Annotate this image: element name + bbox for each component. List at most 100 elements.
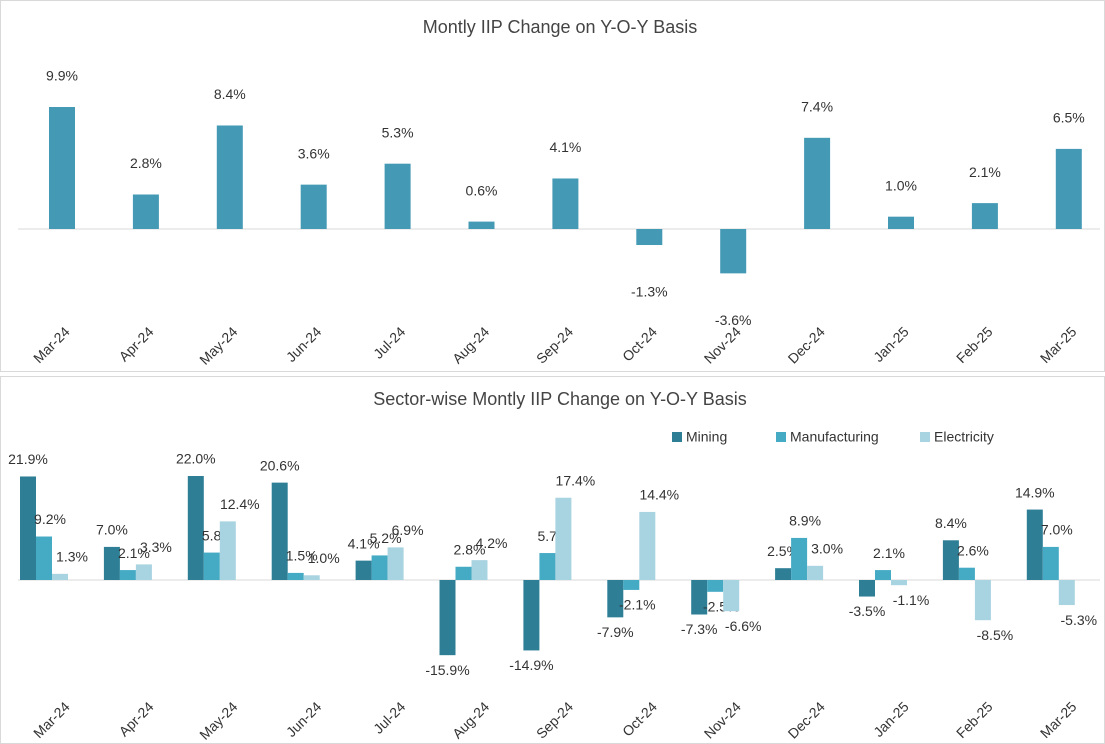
- data-label: 7.0%: [1041, 522, 1073, 538]
- data-label: 14.9%: [1015, 484, 1055, 500]
- bar: [119, 570, 136, 580]
- bar: [623, 580, 640, 590]
- legend-label: Electricity: [934, 429, 994, 445]
- bar: [355, 560, 372, 580]
- data-label: 8.9%: [789, 513, 821, 529]
- data-label: -5.3%: [1061, 612, 1098, 628]
- bar: [555, 497, 572, 580]
- bar: [52, 573, 68, 580]
- bar: [187, 476, 204, 580]
- legend-swatch: [920, 432, 930, 442]
- data-label: -2.1%: [619, 597, 656, 613]
- chart-title: Montly IIP Change on Y-O-Y Basis: [423, 17, 698, 37]
- bar: [942, 540, 959, 580]
- data-label: -14.9%: [509, 657, 553, 673]
- data-label: 7.0%: [96, 522, 128, 538]
- bar: [707, 580, 724, 592]
- bar: [1055, 148, 1082, 229]
- bar: [691, 580, 708, 615]
- data-label: 9.9%: [46, 68, 78, 84]
- data-label: 2.5%: [767, 543, 799, 559]
- bar: [791, 537, 808, 580]
- data-label: 2.1%: [873, 545, 905, 561]
- bar: [639, 511, 656, 580]
- data-label: 0.6%: [466, 182, 498, 198]
- bar: [607, 580, 624, 618]
- bar: [636, 229, 663, 246]
- data-label: -15.9%: [425, 662, 469, 678]
- bar: [875, 570, 891, 580]
- data-label: 3.0%: [811, 541, 843, 557]
- data-label: 6.5%: [1053, 110, 1085, 126]
- data-label: 21.9%: [8, 451, 48, 467]
- data-label: 5.2%: [370, 530, 402, 546]
- bar: [974, 580, 991, 621]
- data-label: 14.4%: [639, 487, 679, 503]
- data-label: 4.1%: [348, 535, 380, 551]
- bar: [455, 566, 472, 580]
- data-label: 8.4%: [935, 515, 967, 531]
- bar: [723, 580, 740, 612]
- data-label: 5.3%: [382, 124, 414, 140]
- legend-swatch: [672, 432, 682, 442]
- data-label: 4.2%: [476, 535, 508, 551]
- bar: [1026, 509, 1043, 580]
- data-label: 1.0%: [308, 550, 340, 566]
- bar: [1042, 546, 1059, 580]
- bar: [387, 547, 404, 580]
- data-label: 2.8%: [130, 155, 162, 171]
- data-label: 17.4%: [556, 472, 596, 488]
- bar: [523, 580, 540, 651]
- data-label: 2.8%: [454, 541, 486, 557]
- bar: [271, 482, 288, 580]
- data-label: 2.6%: [957, 542, 989, 558]
- bar: [1058, 580, 1075, 606]
- bar: [859, 580, 875, 597]
- bar: [958, 567, 975, 580]
- bar: [135, 564, 152, 580]
- data-label: -6.6%: [725, 618, 762, 634]
- data-label: 6.9%: [392, 522, 424, 538]
- bar: [552, 178, 579, 229]
- bar: [384, 163, 411, 229]
- bar: [468, 221, 495, 229]
- bar: [300, 184, 327, 229]
- legend-label: Manufacturing: [790, 429, 879, 445]
- bar: [807, 565, 824, 580]
- bar: [219, 521, 236, 580]
- bar: [775, 568, 792, 580]
- data-label: 9.2%: [34, 511, 66, 527]
- data-label: -7.9%: [597, 624, 634, 640]
- bar: [287, 572, 304, 580]
- bar: [971, 203, 998, 229]
- bar: [471, 560, 488, 580]
- data-label: 20.6%: [260, 457, 300, 473]
- bar: [804, 137, 831, 229]
- data-label: 8.4%: [214, 86, 246, 102]
- bar: [103, 546, 120, 580]
- data-label: 2.1%: [969, 164, 1001, 180]
- bar: [36, 536, 52, 580]
- data-label: -3.6%: [715, 312, 752, 328]
- bar: [49, 107, 75, 229]
- data-label: 4.1%: [549, 139, 581, 155]
- bar: [439, 580, 456, 656]
- data-label: -1.3%: [631, 284, 668, 300]
- data-label: 1.5%: [286, 548, 318, 564]
- data-label: 7.4%: [801, 99, 833, 115]
- data-label: 3.3%: [140, 539, 172, 555]
- data-label: 2.1%: [118, 545, 150, 561]
- bar: [888, 216, 914, 229]
- bar: [216, 125, 243, 229]
- bar: [303, 575, 320, 580]
- data-label: 1.3%: [56, 549, 88, 565]
- bar: [891, 580, 907, 586]
- legend-label: Mining: [686, 429, 727, 445]
- bar: [720, 229, 747, 274]
- bar: [203, 552, 220, 580]
- bar: [132, 194, 159, 229]
- chart-title: Sector-wise Montly IIP Change on Y-O-Y B…: [373, 389, 747, 409]
- data-label: 22.0%: [176, 451, 216, 467]
- bar: [20, 476, 36, 580]
